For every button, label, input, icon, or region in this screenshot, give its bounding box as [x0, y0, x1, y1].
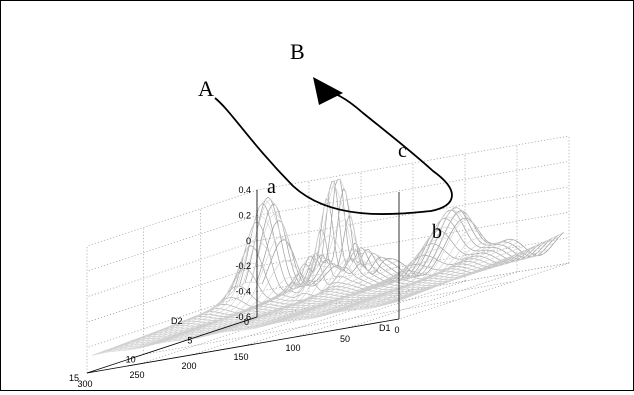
peak-label-a: A [198, 76, 214, 101]
grid-line-x-floor [294, 280, 466, 338]
axis-edge [86, 318, 400, 374]
grid-line-x-floor [242, 289, 414, 347]
grid-line-z-back [256, 161, 570, 216]
surface-mesh-line [358, 250, 529, 311]
z-tick-label: -0.2 [235, 261, 251, 271]
z-tick-label: -0.4 [235, 287, 251, 297]
surface-mesh-line [171, 271, 474, 327]
grid-line-z-back [256, 211, 570, 267]
peak-label-b: B [290, 39, 305, 64]
surface-mesh-line [132, 259, 303, 350]
surface-mesh-line [303, 211, 474, 320]
surface-mesh-line [283, 226, 454, 322]
y-tick-label: 15 [69, 373, 79, 383]
grid-line-z-side [86, 189, 258, 247]
x-tick-label: 150 [233, 352, 248, 362]
grid-line-z-side [86, 215, 258, 272]
grid-line-z-side [86, 240, 258, 298]
surface-mesh-line [247, 275, 419, 330]
surface-mesh-line [298, 207, 469, 321]
trajectory-path [214, 90, 453, 215]
grid-line-x-floor [190, 298, 362, 356]
z-tick-label: -0.6 [235, 312, 251, 322]
surface-mesh-line [187, 185, 358, 341]
path-label-c: c [398, 140, 407, 162]
y-tick-label: 10 [126, 354, 136, 364]
surface-mesh-line [112, 199, 283, 352]
x-tick-label: 300 [77, 379, 92, 389]
y-axis-label: D2 [171, 316, 183, 326]
surface-mesh-line [117, 198, 288, 352]
y-tick-label: 5 [187, 336, 192, 346]
surface-mesh-line [308, 219, 479, 320]
z-tick-label: 0.4 [238, 185, 251, 195]
surface-mesh-line [182, 234, 353, 341]
surface-mesh-line [348, 242, 519, 311]
surface-mesh-line [273, 247, 444, 324]
surface-mesh-line [353, 246, 524, 311]
z-tick-label: 0.2 [238, 210, 251, 220]
grid-line-z-side [86, 265, 258, 323]
tick-labels: 0.40.20-0.2-0.4-0.6050100150200250300051… [69, 185, 400, 389]
surface-mesh-line [232, 263, 404, 332]
surface-mesh-line [212, 247, 383, 335]
surface-mesh-line [197, 219, 369, 339]
x-tick-label: 200 [181, 361, 196, 371]
axis-edge [86, 316, 258, 374]
surface-mesh-line [107, 214, 278, 353]
grid-line-x-floor [346, 271, 518, 329]
surface-mesh-line [313, 229, 484, 319]
surface-mesh-line [237, 268, 409, 331]
surface-mesh-line [233, 180, 536, 293]
surface-mesh-line [172, 257, 343, 342]
surface-mesh-line [363, 254, 534, 310]
surface-mesh-line [252, 275, 424, 329]
x-tick-label: 0 [394, 325, 399, 335]
direction-arrow [313, 77, 343, 105]
x-tick-label: 100 [285, 343, 300, 353]
x-tick-label: 250 [129, 370, 144, 380]
path-label-a: a [267, 176, 276, 198]
surface-mesh-line [122, 212, 293, 351]
surface-mesh-line [242, 272, 414, 331]
surface-mesh-line [227, 260, 399, 332]
surface-mesh-line [97, 262, 268, 355]
x-axis-label: D1 [379, 323, 391, 333]
surface-mesh [92, 178, 565, 356]
y-tick-label: 0 [244, 317, 249, 327]
surface-mesh-line [177, 269, 479, 325]
grid-line-x-floor [398, 262, 570, 320]
z-tick-label: 0 [246, 236, 251, 246]
surface-mesh-line [137, 276, 308, 349]
x-tick-label: 50 [340, 334, 350, 344]
path-label-b: b [432, 221, 442, 243]
surface-mesh-line [368, 255, 539, 309]
surface-mesh-line [92, 281, 263, 356]
